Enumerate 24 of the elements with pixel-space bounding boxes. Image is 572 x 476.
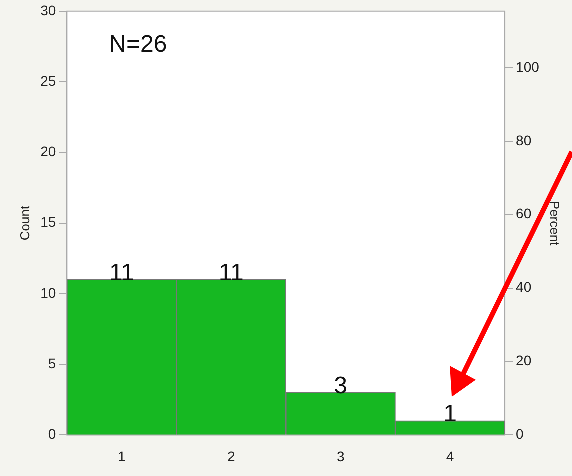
- y-tick-label: 20: [40, 144, 56, 160]
- y2-tick-label: 40: [516, 279, 532, 296]
- y2-tick-label: 60: [516, 206, 532, 222]
- y-tick-label: 30: [40, 2, 56, 18]
- y2-tick-label: 80: [516, 132, 532, 148]
- y2-tick-label: 100: [516, 58, 540, 75]
- data-label: 11: [218, 259, 244, 286]
- y2-tick-label: 0: [516, 426, 524, 442]
- x-tick-label: 1: [118, 448, 126, 464]
- y-tick-label: 0: [48, 426, 56, 442]
- y-tick-label: 5: [48, 355, 56, 372]
- y-tick-label: 10: [40, 284, 56, 301]
- data-label: 1: [444, 400, 457, 428]
- data-label: 3: [334, 372, 348, 400]
- annotation: N=26: [109, 31, 168, 58]
- x-tick-label: 4: [446, 448, 454, 464]
- y2-axis-title: Percent: [548, 200, 563, 246]
- y-tick-label: 25: [40, 72, 56, 89]
- y-axis-title: Count: [17, 206, 32, 241]
- x-tick-label: 3: [336, 448, 345, 464]
- y-tick-label: 15: [40, 214, 56, 230]
- y2-tick-label: 20: [516, 352, 532, 369]
- data-label: 11: [109, 259, 134, 286]
- x-tick-label: 2: [227, 448, 236, 464]
